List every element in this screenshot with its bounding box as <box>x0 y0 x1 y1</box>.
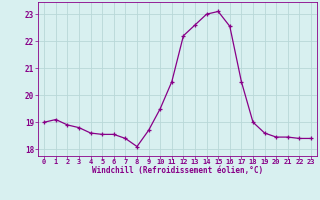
X-axis label: Windchill (Refroidissement éolien,°C): Windchill (Refroidissement éolien,°C) <box>92 166 263 175</box>
